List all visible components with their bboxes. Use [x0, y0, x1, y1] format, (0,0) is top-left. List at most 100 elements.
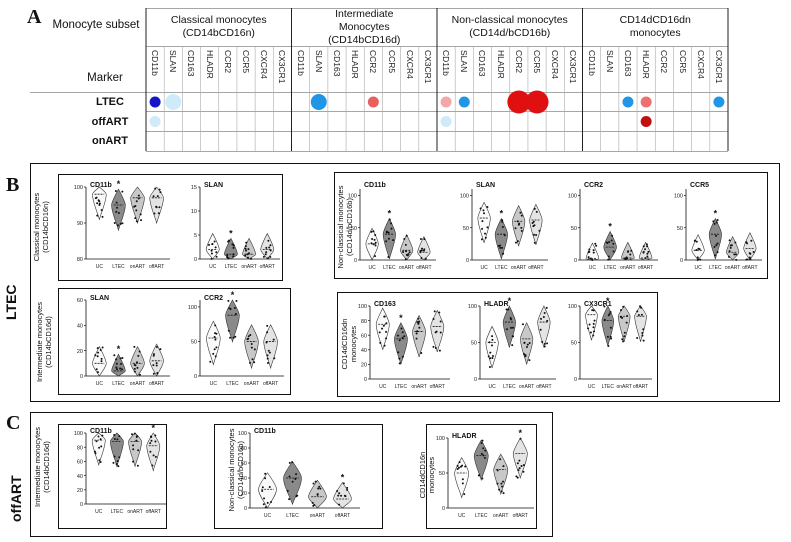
- data-point: [483, 456, 486, 459]
- data-point: [385, 240, 388, 243]
- x-tick-label: onART: [620, 265, 635, 271]
- data-point: [528, 359, 531, 362]
- data-point: [95, 196, 98, 199]
- data-point: [533, 207, 536, 210]
- chart-title: CCR2: [204, 295, 223, 302]
- panel-c-letter: C: [6, 412, 21, 434]
- data-point: [268, 486, 271, 489]
- data-point: [480, 442, 483, 445]
- y-tick-label: 20: [361, 363, 367, 369]
- data-point: [116, 206, 119, 209]
- data-point: [644, 257, 647, 260]
- data-point: [385, 230, 388, 233]
- y-tick-label: 0: [364, 377, 367, 383]
- data-point: [113, 433, 116, 436]
- violin: [92, 345, 107, 377]
- data-point: [94, 452, 97, 455]
- data-point: [546, 342, 549, 345]
- data-point: [157, 212, 160, 215]
- data-point: [373, 238, 376, 241]
- data-point: [158, 188, 161, 191]
- significance-dot: [440, 116, 452, 127]
- y-tick-label: 60: [241, 461, 247, 467]
- data-point: [501, 252, 504, 255]
- x-tick-label: UC: [458, 513, 466, 519]
- y-axis-label: (CD14bCD16d): [44, 316, 53, 368]
- chart-b_dn_hladr: 0 50 100 HLADR UC LTEC * onART offART: [468, 296, 556, 390]
- x-tick-label: UC: [588, 384, 596, 390]
- x-tick-label: UC: [96, 381, 104, 387]
- data-point: [272, 338, 275, 341]
- x-tick-label: offART: [146, 509, 161, 515]
- data-point: [538, 229, 541, 232]
- x-tick-label: offART: [416, 265, 431, 271]
- y-axis-label: (CD14bCD16d): [42, 441, 51, 493]
- data-point: [135, 200, 138, 203]
- data-point: [98, 200, 101, 203]
- data-point: [136, 464, 139, 467]
- data-point: [481, 227, 484, 230]
- significance-star: *: [508, 296, 512, 306]
- data-point: [419, 251, 422, 254]
- y-tick-label: 80: [361, 319, 367, 325]
- chart-b_nc_slan: 0 50 100 SLAN UC LTEC * onART offART: [460, 182, 548, 271]
- data-point: [734, 253, 737, 256]
- chart-b_nc_cd11b: 0 50 100 CD11b Non-classical monocytes (CD14d…: [336, 182, 436, 271]
- y-tick-label: 100: [348, 194, 357, 200]
- x-tick-label: UC: [589, 265, 597, 271]
- data-point: [539, 328, 542, 331]
- x-tick-label: LTEC: [226, 381, 239, 387]
- data-point: [698, 248, 701, 251]
- data-point: [392, 239, 395, 242]
- data-point: [516, 476, 519, 479]
- data-point: [115, 366, 118, 369]
- data-point: [606, 242, 609, 245]
- significance-star: *: [117, 179, 121, 189]
- data-point: [607, 314, 610, 317]
- data-point: [113, 354, 116, 357]
- data-point: [646, 255, 649, 258]
- x-tick-label: offART: [149, 381, 164, 387]
- data-point: [607, 255, 610, 258]
- data-point: [642, 251, 645, 254]
- significance-star: *: [714, 209, 718, 219]
- y-tick-label: 0: [442, 506, 445, 512]
- chart-box: [58, 288, 291, 395]
- data-point: [420, 351, 423, 354]
- data-point: [642, 328, 645, 331]
- data-point: [415, 332, 418, 335]
- data-point: [491, 354, 494, 357]
- data-point: [214, 338, 217, 341]
- y-tick-label: 100: [468, 304, 477, 310]
- y-tick-label: 0: [680, 258, 683, 264]
- data-point: [545, 306, 548, 309]
- x-tick-label: UC: [210, 381, 218, 387]
- data-point: [458, 461, 461, 464]
- data-point: [510, 318, 513, 321]
- data-point: [619, 309, 622, 312]
- data-point: [121, 222, 124, 225]
- data-point: [479, 207, 482, 210]
- data-point: [159, 348, 162, 351]
- panel-a-letter: A: [27, 6, 42, 28]
- data-point: [115, 463, 118, 466]
- data-point: [387, 255, 390, 258]
- data-point: [288, 461, 291, 464]
- data-point: [637, 314, 640, 317]
- y-tick-label: 100: [674, 194, 683, 200]
- data-point: [505, 328, 508, 331]
- violin: [743, 232, 757, 261]
- data-point: [156, 372, 159, 375]
- significance-star: *: [399, 313, 403, 323]
- data-point: [646, 252, 649, 255]
- data-point: [594, 242, 597, 245]
- data-point: [155, 205, 158, 208]
- x-tick-label: LTEC: [111, 509, 124, 515]
- chart-title: SLAN: [90, 295, 109, 302]
- data-point: [535, 210, 538, 213]
- data-point: [510, 326, 513, 329]
- data-point: [642, 339, 645, 342]
- data-point: [587, 327, 590, 330]
- data-point: [523, 353, 526, 356]
- violin: [485, 325, 499, 369]
